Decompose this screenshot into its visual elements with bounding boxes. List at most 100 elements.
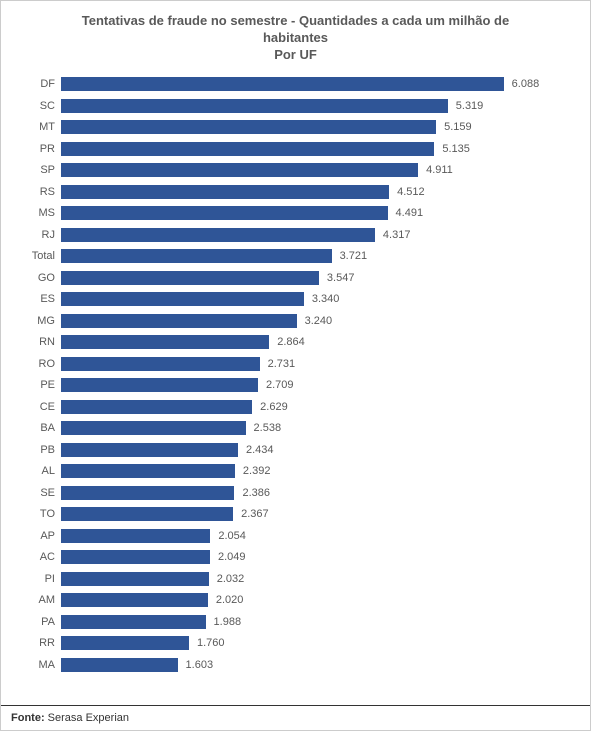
bar-value-label: 4.317 (375, 229, 411, 241)
bar-fill (61, 228, 375, 242)
bar-row: PA1.988 (21, 611, 570, 633)
bar-track: 1.988 (61, 611, 570, 633)
bar-value-label: 2.864 (269, 336, 305, 348)
bar-track: 2.434 (61, 439, 570, 461)
bar-fill (61, 271, 319, 285)
bar-value-label: 5.319 (448, 100, 484, 112)
bar-category-label: DF (21, 78, 61, 90)
bar-row: Total3.721 (21, 246, 570, 268)
bar-value-label: 4.512 (389, 186, 425, 198)
bar-category-label: MT (21, 121, 61, 133)
bar-fill (61, 550, 210, 564)
bar-row: TO2.367 (21, 504, 570, 526)
bar-track: 2.386 (61, 482, 570, 504)
bar-category-label: SE (21, 487, 61, 499)
bar-value-label: 4.911 (418, 164, 453, 176)
bar-row: BA 2.538 (21, 418, 570, 440)
chart-footer: Fonte: Serasa Experian (1, 705, 590, 730)
bar-track: 2.054 (61, 525, 570, 547)
bar-fill (61, 120, 436, 134)
bar-value-label: 1.760 (189, 637, 225, 649)
bar-fill (61, 529, 210, 543)
bar-category-label: BA (21, 422, 61, 434)
bar-value-label: 2.020 (208, 594, 244, 606)
bar-category-label: PA (21, 616, 61, 628)
bar-track: 2.049 (61, 547, 570, 569)
bar-fill (61, 163, 418, 177)
bar-fill (61, 658, 178, 672)
bar-category-label: RS (21, 186, 61, 198)
bar-fill (61, 593, 208, 607)
bar-row: MA1.603 (21, 654, 570, 676)
bar-category-label: PB (21, 444, 61, 456)
bar-category-label: AM (21, 594, 61, 606)
footer-source: Serasa Experian (48, 712, 129, 724)
bar-row: SE 2.386 (21, 482, 570, 504)
bar-track: 2.538 (61, 418, 570, 440)
bar-fill (61, 507, 233, 521)
bar-row: PI2.032 (21, 568, 570, 590)
bar-value-label: 3.240 (297, 315, 333, 327)
bar-track: 2.731 (61, 353, 570, 375)
bar-row: PE2.709 (21, 375, 570, 397)
bar-row: ES3.340 (21, 289, 570, 311)
bar-fill (61, 572, 209, 586)
bar-fill (61, 99, 448, 113)
bar-fill (61, 464, 235, 478)
bar-value-label: 2.731 (260, 358, 296, 370)
bar-fill (61, 185, 389, 199)
bar-row: PR5.135 (21, 138, 570, 160)
bar-row: CE2.629 (21, 396, 570, 418)
bar-row: MT5.159 (21, 117, 570, 139)
chart-title-line3: Por UF (274, 47, 317, 62)
bar-row: SC 5.319 (21, 95, 570, 117)
bar-value-label: 2.538 (246, 422, 282, 434)
bar-track: 1.603 (61, 654, 570, 676)
bar-track: 2.864 (61, 332, 570, 354)
bar-category-label: RO (21, 358, 61, 370)
bar-value-label: 3.721 (332, 250, 368, 262)
bar-category-label: SC (21, 100, 61, 112)
bar-row: PB 2.434 (21, 439, 570, 461)
bar-row: GO3.547 (21, 267, 570, 289)
bar-track: 2.392 (61, 461, 570, 483)
bar-value-label: 2.054 (210, 530, 246, 542)
bar-track: 5.135 (61, 138, 570, 160)
bar-track: 5.319 (61, 95, 570, 117)
bar-fill (61, 486, 234, 500)
bar-row: RR1.760 (21, 633, 570, 655)
bar-category-label: MS (21, 207, 61, 219)
bar-track: 4.491 (61, 203, 570, 225)
footer-label: Fonte: (11, 712, 45, 724)
bar-fill (61, 314, 297, 328)
bar-value-label: 1.603 (178, 659, 214, 671)
bar-category-label: GO (21, 272, 61, 284)
chart-title: Tentativas de fraude no semestre - Quant… (21, 13, 570, 64)
bar-row: SP4.911 (21, 160, 570, 182)
bar-value-label: 4.491 (388, 207, 424, 219)
bar-row: RS 4.512 (21, 181, 570, 203)
bar-fill (61, 421, 246, 435)
bar-value-label: 2.049 (210, 551, 246, 563)
bar-fill (61, 335, 269, 349)
bar-row: RO 2.731 (21, 353, 570, 375)
bar-row: MS 4.491 (21, 203, 570, 225)
bar-track: 3.340 (61, 289, 570, 311)
bar-track: 3.547 (61, 267, 570, 289)
bar-value-label: 2.434 (238, 444, 274, 456)
bar-category-label: RJ (21, 229, 61, 241)
bar-row: RN2.864 (21, 332, 570, 354)
bar-track: 6.088 (61, 74, 570, 96)
bar-fill (61, 636, 189, 650)
bar-fill (61, 615, 206, 629)
bar-row: DF6.088 (21, 74, 570, 96)
bar-category-label: AP (21, 530, 61, 542)
bar-category-label: AL (21, 465, 61, 477)
bar-fill (61, 357, 260, 371)
bar-track: 4.317 (61, 224, 570, 246)
chart-container: Tentativas de fraude no semestre - Quant… (0, 0, 591, 731)
bar-track: 4.512 (61, 181, 570, 203)
bar-value-label: 2.386 (234, 487, 270, 499)
bar-track: 3.240 (61, 310, 570, 332)
bar-fill (61, 378, 258, 392)
